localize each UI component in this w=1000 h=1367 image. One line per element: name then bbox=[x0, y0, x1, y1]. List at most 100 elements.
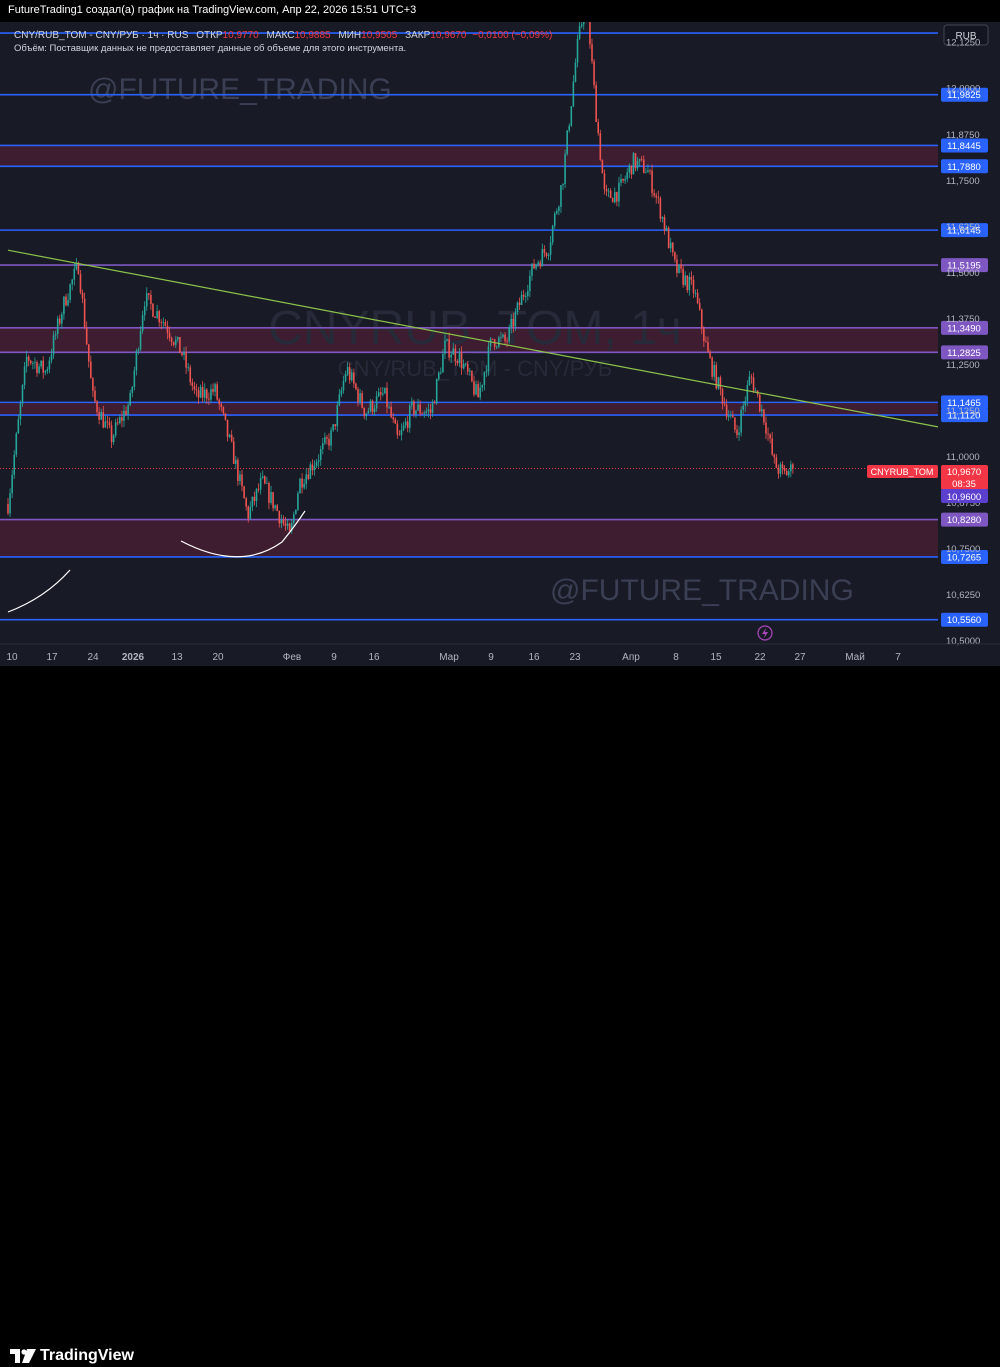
price-chart[interactable]: @FUTURE_TRADING @FUTURE_TRADING CNYRUB_T… bbox=[0, 0, 1000, 666]
candle-body-84 bbox=[181, 353, 183, 356]
time-axis[interactable]: 10 17 24 2026 13 20 Фев 9 16 Мар 9 16 23 Апр 8 15 22 27 Ма… bbox=[0, 643, 1000, 663]
watermark-ticker-sub: CNY/RUB_TOM - CNY/РУБ bbox=[338, 356, 612, 381]
candle-body-251 bbox=[527, 291, 529, 297]
candle-body-73 bbox=[158, 311, 160, 323]
candle-body-106 bbox=[226, 419, 229, 437]
watermark-author-bottom: @FUTURE_TRADING bbox=[550, 574, 854, 607]
candle-body-154 bbox=[326, 437, 328, 439]
low-mark-tag bbox=[941, 489, 988, 503]
candle-body-17 bbox=[42, 360, 45, 373]
level-tag-label-10: 10,8280 bbox=[947, 515, 981, 526]
level-tag-10 bbox=[941, 512, 988, 527]
candle-body-112 bbox=[239, 474, 241, 482]
candle-body-86 bbox=[185, 352, 187, 368]
candle-body-364 bbox=[761, 409, 763, 412]
candle-body-137 bbox=[290, 522, 293, 531]
levels-layer bbox=[0, 32, 938, 621]
candle-body-11 bbox=[29, 360, 32, 364]
candle-body-191 bbox=[402, 425, 405, 430]
currency-box[interactable] bbox=[943, 24, 989, 46]
watermarks: @FUTURE_TRADING @FUTURE_TRADING CNYRUB_T… bbox=[88, 73, 854, 607]
candle-body-282 bbox=[591, 44, 593, 62]
candle-body-357 bbox=[746, 385, 749, 401]
alert-indicator[interactable] bbox=[757, 625, 773, 641]
candle-body-74 bbox=[160, 322, 163, 324]
candle-body-186 bbox=[392, 417, 395, 420]
candle-body-151 bbox=[319, 449, 322, 461]
chart-area[interactable]: @FUTURE_TRADING @FUTURE_TRADING CNYRUB_T… bbox=[0, 0, 1000, 666]
candle-body-300 bbox=[628, 165, 631, 173]
candle-body-118 bbox=[251, 496, 254, 507]
candle-body-80 bbox=[172, 342, 175, 345]
candle-body-107 bbox=[228, 434, 231, 437]
price-axis[interactable]: RUB 11,982511,844511,788011,614511,51951… bbox=[938, 22, 1000, 647]
level-tag-9 bbox=[941, 408, 988, 423]
candle-body-136 bbox=[288, 523, 291, 531]
candle-body-139 bbox=[295, 509, 297, 515]
candle-body-327 bbox=[684, 275, 687, 285]
candle-body-371 bbox=[775, 457, 778, 468]
candle-body-98 bbox=[210, 389, 212, 400]
candle-body-267 bbox=[560, 185, 562, 207]
candle-body-93 bbox=[199, 386, 202, 398]
candle-body-169 bbox=[357, 389, 359, 403]
candle-body-335 bbox=[700, 309, 703, 329]
candle-body-309 bbox=[647, 170, 649, 173]
candle-body-56 bbox=[123, 410, 125, 421]
candle-body-148 bbox=[313, 465, 316, 471]
candle-body-310 bbox=[649, 170, 651, 172]
candle-body-263 bbox=[551, 225, 554, 243]
candle-body-258 bbox=[541, 249, 544, 267]
candle-body-359 bbox=[750, 376, 753, 378]
candle-body-82 bbox=[177, 336, 179, 340]
left-arc-drawing[interactable] bbox=[7, 569, 71, 613]
candle-body-331 bbox=[692, 279, 695, 293]
candle-body-145 bbox=[307, 474, 310, 479]
candle-body-326 bbox=[682, 268, 684, 285]
candle-body-375 bbox=[783, 468, 786, 471]
current-price-tag bbox=[941, 465, 988, 490]
candle-body-52 bbox=[114, 422, 117, 436]
level-tag-label-9: 11,1120 bbox=[948, 411, 981, 422]
candle-body-142 bbox=[301, 478, 303, 488]
candle-body-164 bbox=[346, 367, 349, 375]
y-tick-label-0: 12,1250 bbox=[946, 38, 980, 49]
candle-body-194 bbox=[408, 405, 411, 428]
candle-body-377 bbox=[787, 471, 790, 476]
y-tick-label-4: 11,6250 bbox=[946, 222, 980, 233]
drawn-arcs[interactable] bbox=[7, 510, 306, 613]
trendline-layer[interactable] bbox=[7, 249, 939, 428]
candle-body-28 bbox=[65, 296, 67, 306]
level-tag-label-2: 11,8445 bbox=[947, 141, 981, 152]
candle-body-26 bbox=[61, 314, 63, 324]
candle-body-2 bbox=[11, 474, 13, 494]
candle-body-124 bbox=[264, 476, 266, 484]
candle-body-63 bbox=[137, 349, 140, 352]
legend-change: −0,0100 (−0,09%) bbox=[472, 30, 552, 41]
candle-body-368 bbox=[769, 434, 771, 439]
level-tag-4 bbox=[941, 223, 988, 238]
candle-body-254 bbox=[533, 263, 535, 269]
candle-body-143 bbox=[303, 483, 305, 488]
bottom-arc-drawing[interactable] bbox=[180, 510, 306, 558]
candle-body-288 bbox=[603, 173, 606, 190]
candle-body-127 bbox=[270, 492, 272, 503]
candle-body-29 bbox=[67, 299, 69, 306]
candle-body-50 bbox=[110, 425, 113, 443]
candle-body-92 bbox=[197, 390, 200, 398]
y-tick-label-9: 11,0000 bbox=[946, 452, 980, 463]
candle-body-36 bbox=[81, 292, 84, 299]
level-tag-label-8: 11,1465 bbox=[947, 398, 981, 409]
candle-body-155 bbox=[328, 438, 330, 446]
lightning-icon[interactable] bbox=[757, 625, 773, 641]
legend-close-label: ЗАКР bbox=[405, 30, 431, 41]
candle-body-240 bbox=[504, 334, 506, 342]
candle-body-261 bbox=[547, 254, 550, 256]
bar-countdown: 08:35 bbox=[952, 479, 976, 490]
candle-body-77 bbox=[166, 326, 169, 333]
tradingview-logo[interactable]: TradingView bbox=[10, 1345, 134, 1367]
candle-body-239 bbox=[502, 334, 504, 337]
candle-body-292 bbox=[611, 197, 614, 203]
x-tick-label-11: 16 bbox=[528, 652, 540, 663]
x-tick-label-15: 15 bbox=[710, 652, 722, 663]
